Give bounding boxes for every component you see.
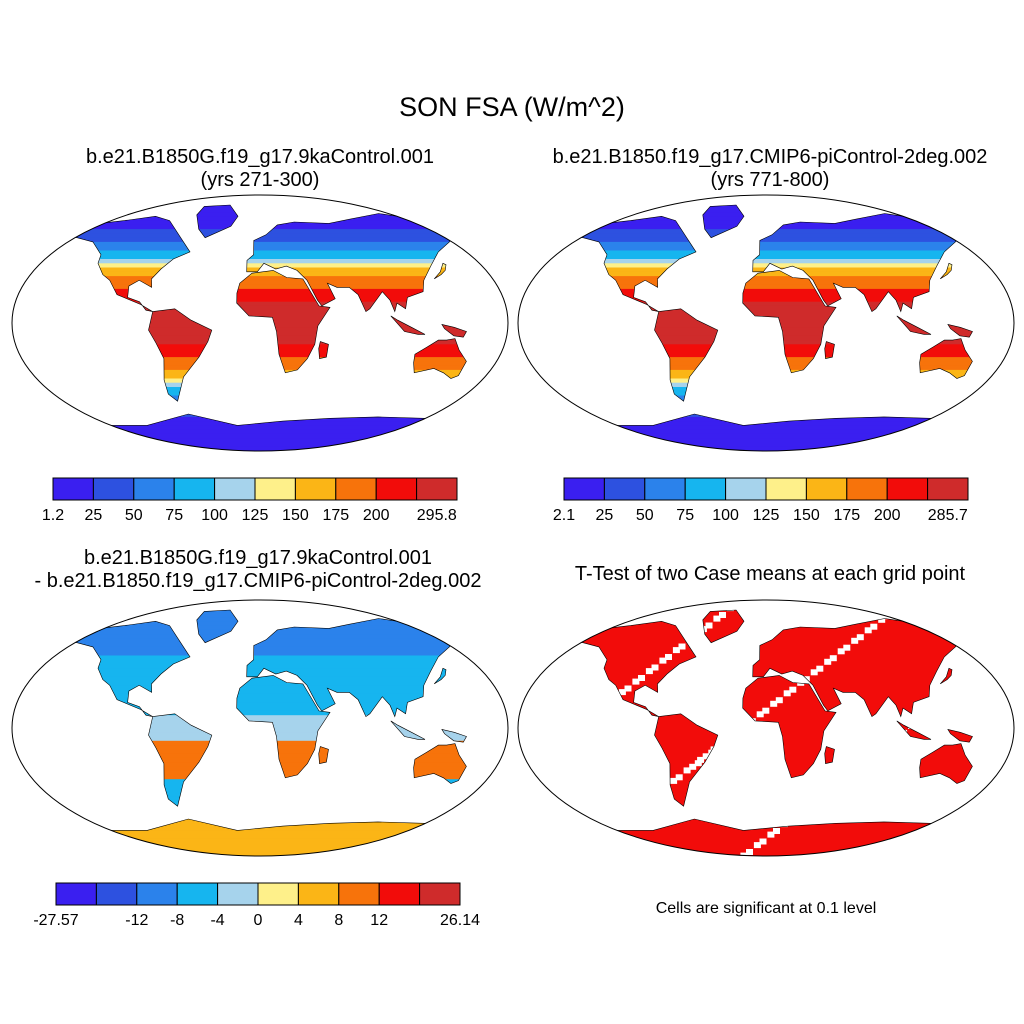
colorbar-swatch (217, 882, 259, 906)
colorbar-swatch (55, 882, 97, 906)
colorbar-tick-label: -12 (125, 912, 148, 929)
colorbar-tick-label: 25 (596, 507, 614, 524)
colorbar-swatch (257, 882, 299, 906)
colorbar-panel-2: 2.1 25 50 75 100 125 150 175 200 285.7 (553, 477, 969, 530)
colorbar-tick-label: 50 (636, 507, 654, 524)
colorbar-tick-label: 100 (712, 507, 739, 524)
colorbar-swatch (95, 882, 138, 906)
panel-3-title: b.e21.B1850G.f19_g17.9kaControl.001 - b.… (0, 547, 516, 593)
colorbar-tick-label: 4 (294, 912, 303, 929)
map-panel-4 (516, 599, 1016, 857)
panel-4-title: T-Test of two Case means at each grid po… (516, 563, 1024, 586)
panel-1-title: b.e21.B1850G.f19_g17.9kaControl.001 (yrs… (20, 146, 500, 192)
colorbar-tick-label: 200 (874, 507, 901, 524)
colorbar-swatch (375, 477, 418, 501)
colorbar-tick-label: 150 (282, 507, 309, 524)
colorbar-swatch (416, 477, 458, 501)
map-panel-2 (516, 194, 1016, 452)
panel-2-title-line1: b.e21.B1850.f19_g17.CMIP6-piControl-2deg… (552, 146, 988, 168)
panel-2-title-line2: (yrs 771-800) (710, 169, 830, 191)
panel-1-title-line1: b.e21.B1850G.f19_g17.9kaControl.001 (85, 146, 435, 168)
colorbar-swatch (173, 477, 216, 501)
colorbar-tick-label: -8 (170, 912, 184, 929)
colorbar-tick-label: 200 (363, 507, 390, 524)
colorbar-swatch (644, 477, 686, 501)
colorbar-panel-3: -27.57 -12 -8 -4 0 4 8 12 26.14 (33, 882, 480, 935)
colorbar-swatch (886, 477, 929, 501)
colorbar-tick-label: 175 (322, 507, 349, 524)
colorbar-tick-label: 26.14 (440, 912, 480, 929)
significance-note: Cells are significant at 0.1 level (655, 900, 877, 917)
colorbar-panel-1: 1.2 25 50 75 100 125 150 175 200 295.8 (42, 477, 458, 530)
colorbar-tick-label: 175 (833, 507, 860, 524)
colorbar-swatch (92, 477, 135, 501)
panel-2-title: b.e21.B1850.f19_g17.CMIP6-piControl-2deg… (510, 146, 1024, 192)
colorbar-tick-label: 150 (793, 507, 820, 524)
colorbar-swatch (52, 477, 94, 501)
colorbar-swatch (335, 477, 377, 501)
colorbar-tick-label: -27.57 (33, 912, 78, 929)
colorbar-tick-label: 50 (125, 507, 143, 524)
colorbar-tick-label: 285.7 (928, 507, 968, 524)
colorbar-swatch (136, 882, 178, 906)
panel-1-title-line2: (yrs 271-300) (200, 169, 320, 191)
colorbar-swatch (133, 477, 175, 501)
colorbar-swatch (603, 477, 646, 501)
colorbar-tick-label: 125 (242, 507, 269, 524)
colorbar-swatch (725, 477, 767, 501)
colorbar-swatch (563, 477, 605, 501)
colorbar-swatch (254, 477, 296, 501)
colorbar-swatch (297, 882, 340, 906)
colorbar-tick-label: 8 (334, 912, 343, 929)
colorbar-tick-label: 100 (201, 507, 228, 524)
colorbar-swatch (294, 477, 337, 501)
panel-3-title-line1: b.e21.B1850G.f19_g17.9kaControl.001 (83, 547, 433, 569)
colorbar-tick-label: 1.2 (42, 507, 64, 524)
colorbar-swatch (846, 477, 888, 501)
colorbar-swatch (338, 882, 380, 906)
colorbar-swatch (684, 477, 727, 501)
panel-3-title-line2: - b.e21.B1850.f19_g17.CMIP6-piControl-2d… (34, 570, 482, 592)
colorbar-tick-label: -4 (210, 912, 224, 929)
map-panel-3 (10, 599, 510, 857)
panel-4-title-line1: T-Test of two Case means at each grid po… (574, 563, 966, 585)
colorbar-swatch (805, 477, 848, 501)
map-panel-1 (10, 194, 510, 452)
colorbar-swatch (765, 477, 807, 501)
colorbar-tick-label: 75 (676, 507, 694, 524)
colorbar-tick-label: 2.1 (553, 507, 575, 524)
colorbar-swatch (214, 477, 256, 501)
colorbar-tick-label: 125 (753, 507, 780, 524)
colorbar-swatch (927, 477, 969, 501)
colorbar-swatch (419, 882, 461, 906)
colorbar-swatch (378, 882, 421, 906)
colorbar-swatch (176, 882, 219, 906)
colorbar-tick-label: 295.8 (417, 507, 457, 524)
colorbar-tick-label: 0 (254, 912, 263, 929)
main-title: SON FSA (W/m^2) (399, 92, 625, 122)
colorbar-tick-label: 12 (370, 912, 388, 929)
colorbar-tick-label: 75 (165, 507, 183, 524)
colorbar-tick-label: 25 (85, 507, 103, 524)
